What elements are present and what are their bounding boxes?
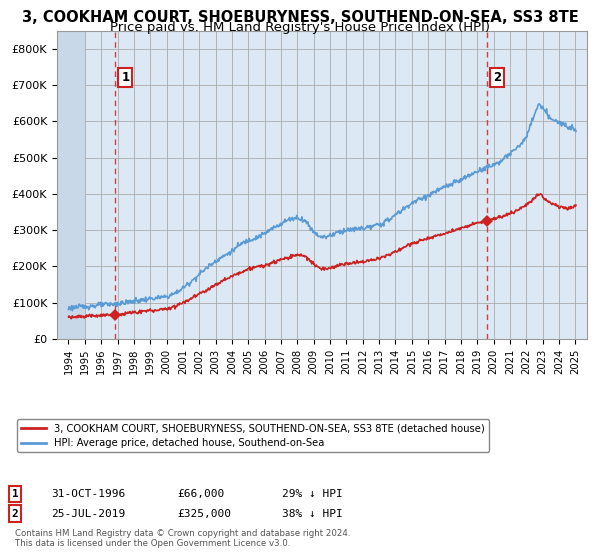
Text: 3, COOKHAM COURT, SHOEBURYNESS, SOUTHEND-ON-SEA, SS3 8TE: 3, COOKHAM COURT, SHOEBURYNESS, SOUTHEND… (22, 10, 578, 25)
Legend: 3, COOKHAM COURT, SHOEBURYNESS, SOUTHEND-ON-SEA, SS3 8TE (detached house), HPI: : 3, COOKHAM COURT, SHOEBURYNESS, SOUTHEND… (17, 419, 489, 452)
Text: 29% ↓ HPI: 29% ↓ HPI (282, 489, 343, 499)
Text: Contains HM Land Registry data © Crown copyright and database right 2024.: Contains HM Land Registry data © Crown c… (15, 529, 350, 538)
Text: 2: 2 (11, 508, 19, 519)
Bar (57, 31, 85, 339)
Text: 31-OCT-1996: 31-OCT-1996 (51, 489, 125, 499)
Text: 1: 1 (11, 489, 19, 499)
Text: £66,000: £66,000 (177, 489, 224, 499)
Text: 2: 2 (493, 72, 502, 85)
Text: 1: 1 (121, 72, 130, 85)
Text: This data is licensed under the Open Government Licence v3.0.: This data is licensed under the Open Gov… (15, 539, 290, 548)
Text: Price paid vs. HM Land Registry's House Price Index (HPI): Price paid vs. HM Land Registry's House … (110, 21, 490, 34)
Text: £325,000: £325,000 (177, 508, 231, 519)
Text: 25-JUL-2019: 25-JUL-2019 (51, 508, 125, 519)
Text: 38% ↓ HPI: 38% ↓ HPI (282, 508, 343, 519)
